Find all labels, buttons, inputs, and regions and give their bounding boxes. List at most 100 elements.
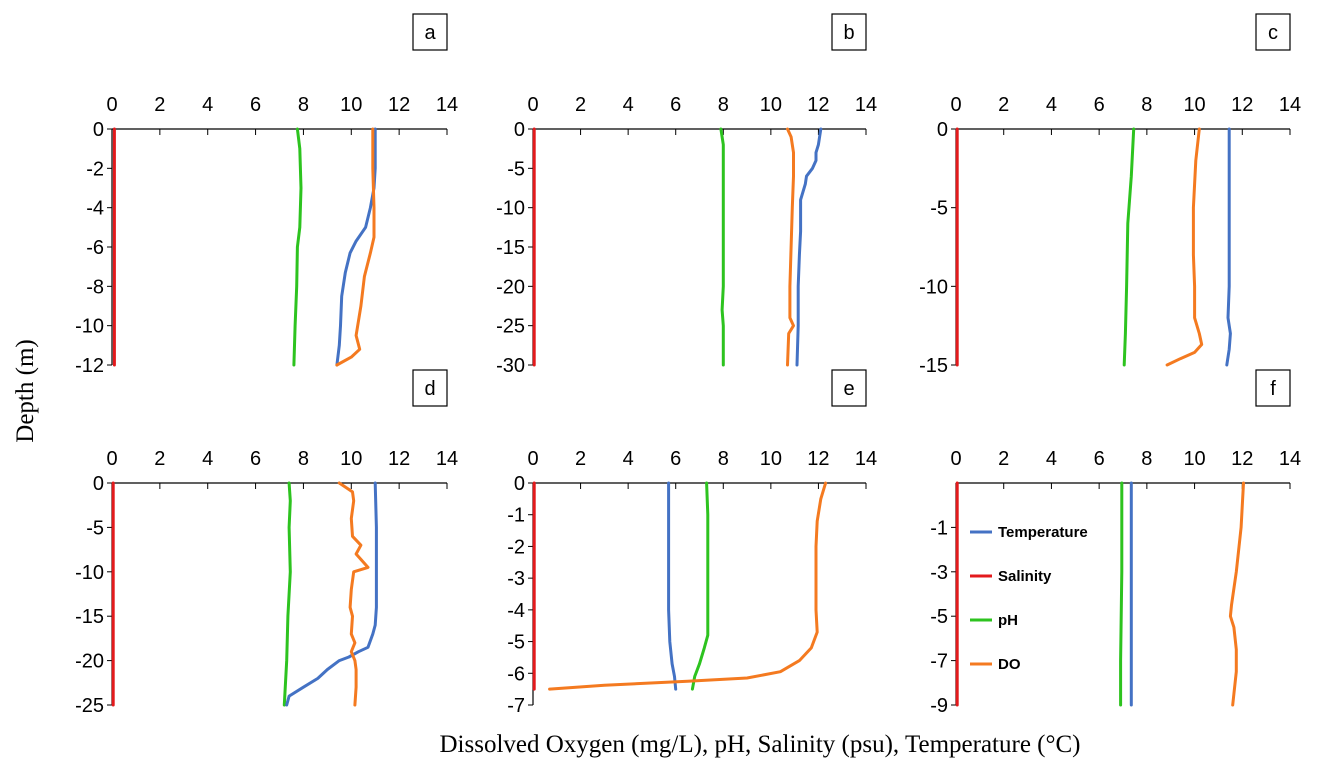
legend-label-do: DO bbox=[998, 656, 1021, 673]
y-tick-label: 0 bbox=[514, 119, 525, 141]
x-tick-label: 4 bbox=[202, 448, 213, 470]
x-tick-label: 14 bbox=[1279, 94, 1301, 116]
series-line-temperature bbox=[335, 127, 377, 367]
x-tick-label: 6 bbox=[670, 448, 681, 470]
x-tick-label: 4 bbox=[623, 94, 634, 116]
panel-label-box bbox=[831, 13, 867, 51]
series-line-ph bbox=[1119, 481, 1124, 707]
x-tick-label: 10 bbox=[340, 448, 362, 470]
x-tick-label: 2 bbox=[575, 448, 586, 470]
series-line-do bbox=[1165, 127, 1204, 367]
x-tick-label: 2 bbox=[154, 448, 165, 470]
panel-a: 0 2 4 6 8 10 12 14 0 -2 -4 -6 -8 -10 -12 a bbox=[75, 13, 458, 377]
y-tick-label: -7 bbox=[507, 695, 525, 717]
panel-label-box bbox=[831, 369, 867, 407]
y-tick-label: -30 bbox=[496, 355, 525, 377]
series-line-ph bbox=[1122, 127, 1136, 367]
y-tick-label: -10 bbox=[75, 562, 104, 584]
y-axis-title: Depth (m) bbox=[12, 339, 39, 442]
series-line-temperature bbox=[285, 481, 378, 707]
y-tick-label: -5 bbox=[930, 606, 948, 628]
series-line-ph bbox=[292, 127, 303, 367]
panel-b: 0 2 4 6 8 10 12 14 0 -5 -10 -15 -20 -25 -30 b bbox=[496, 13, 877, 377]
y-tick-label: -15 bbox=[496, 237, 525, 259]
y-tick-label: -3 bbox=[930, 562, 948, 584]
series-line-do bbox=[786, 127, 795, 367]
y-tick-label: -5 bbox=[86, 517, 104, 539]
panel-f: 0 2 4 6 8 10 12 14 -1 -3 -5 -7 -9 f bbox=[930, 369, 1301, 717]
y-tick-label: -20 bbox=[75, 651, 104, 673]
series-line-temperature bbox=[667, 481, 678, 691]
y-tick-label: -10 bbox=[919, 276, 948, 298]
y-tick-label: -7 bbox=[930, 651, 948, 673]
panel-d: 0 2 4 6 8 10 12 14 0 -5 -10 -15 -20 -25 d bbox=[75, 369, 458, 717]
legend-label-ph: pH bbox=[998, 612, 1018, 629]
y-tick-label: -1 bbox=[507, 505, 525, 527]
x-tick-label: 0 bbox=[950, 94, 961, 116]
y-tick-label: -12 bbox=[75, 355, 104, 377]
y-tick-label: -20 bbox=[496, 276, 525, 298]
x-tick-label: 14 bbox=[855, 94, 877, 116]
x-tick-label: 4 bbox=[202, 94, 213, 116]
y-tick-label: -3 bbox=[507, 568, 525, 590]
x-tick-label: 12 bbox=[807, 448, 829, 470]
y-tick-label: 0 bbox=[514, 473, 525, 495]
x-tick-label: 8 bbox=[718, 448, 729, 470]
x-tick-label: 12 bbox=[1231, 94, 1253, 116]
panel-label: d bbox=[424, 378, 435, 400]
x-tick-label: 0 bbox=[527, 448, 538, 470]
panel-label: c bbox=[1268, 22, 1278, 44]
y-tick-label: -10 bbox=[75, 316, 104, 338]
x-tick-label: 10 bbox=[760, 94, 782, 116]
x-tick-label: 2 bbox=[154, 94, 165, 116]
x-tick-label: 4 bbox=[1046, 94, 1057, 116]
x-tick-label: 12 bbox=[807, 94, 829, 116]
x-tick-label: 8 bbox=[1141, 448, 1152, 470]
x-tick-label: 0 bbox=[950, 448, 961, 470]
x-tick-label: 12 bbox=[388, 448, 410, 470]
y-tick-label: -1 bbox=[930, 517, 948, 539]
legend-label-salinity: Salinity bbox=[998, 568, 1052, 585]
y-tick-label: 0 bbox=[937, 119, 948, 141]
y-tick-label: -10 bbox=[496, 198, 525, 220]
legend: Temperature Salinity pH DO bbox=[970, 524, 1088, 673]
x-tick-label: 6 bbox=[1094, 448, 1105, 470]
series-line-temperature bbox=[795, 127, 823, 367]
series-line-temperature bbox=[1225, 127, 1232, 367]
y-tick-label: -5 bbox=[507, 158, 525, 180]
series-line-ph bbox=[282, 481, 292, 707]
x-tick-label: 8 bbox=[1141, 94, 1152, 116]
x-tick-label: 10 bbox=[340, 94, 362, 116]
x-tick-label: 2 bbox=[998, 448, 1009, 470]
y-tick-label: -2 bbox=[86, 158, 104, 180]
y-tick-label: -6 bbox=[86, 237, 104, 259]
x-tick-label: 2 bbox=[998, 94, 1009, 116]
y-tick-label: -25 bbox=[496, 316, 525, 338]
y-tick-label: -4 bbox=[507, 600, 525, 622]
x-tick-label: 6 bbox=[250, 94, 261, 116]
x-tick-label: 14 bbox=[436, 448, 458, 470]
y-tick-label: -9 bbox=[930, 695, 948, 717]
panel-label-box bbox=[412, 13, 448, 51]
series-line-do bbox=[1228, 481, 1245, 707]
y-tick-label: -25 bbox=[75, 695, 104, 717]
panel-label-box bbox=[1255, 13, 1291, 51]
y-tick-label: -6 bbox=[507, 663, 525, 685]
panel-label: b bbox=[843, 22, 854, 44]
x-tick-label: 14 bbox=[436, 94, 458, 116]
panel-label-box bbox=[412, 369, 448, 407]
x-tick-label: 6 bbox=[250, 448, 261, 470]
x-tick-label: 10 bbox=[1183, 448, 1205, 470]
y-tick-label: 0 bbox=[93, 119, 104, 141]
legend-label-temperature: Temperature bbox=[998, 524, 1088, 541]
panel-label: e bbox=[843, 378, 854, 400]
panel-c: 0 2 4 6 8 10 12 14 0 -5 -10 -15 c bbox=[919, 13, 1301, 377]
y-tick-label: -5 bbox=[930, 198, 948, 220]
series-line-ph bbox=[719, 127, 725, 367]
y-tick-label: -15 bbox=[919, 355, 948, 377]
x-tick-label: 12 bbox=[1231, 448, 1253, 470]
series-line-do bbox=[548, 481, 828, 691]
y-tick-label: -8 bbox=[86, 276, 104, 298]
series-line-ph bbox=[690, 481, 710, 691]
